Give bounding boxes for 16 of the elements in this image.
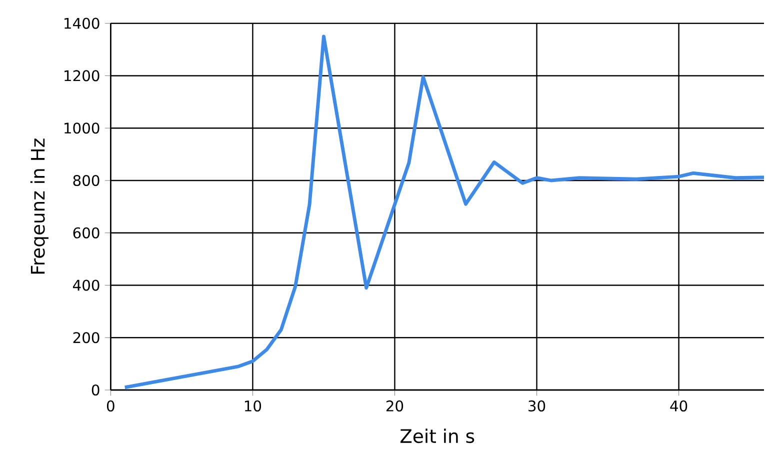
y-tick-label: 1400 [64,18,100,29]
x-tick-label: 30 [528,400,546,412]
x-axis-title: Zeit in s [400,428,474,444]
y-axis-title: Freqeunz in Hz [30,138,48,274]
x-tick-label: 10 [244,400,262,412]
y-tick-label: 0 [92,384,100,396]
y-tick-label: 400 [72,280,100,291]
x-tick-label: 20 [386,400,404,412]
y-tick-label: 200 [73,332,100,344]
x-tick-label: 0 [106,400,114,412]
y-tick-label: 800 [73,174,100,186]
line-series [123,34,764,390]
y-tick-label: 1000 [64,122,100,134]
y-tick-label: 600 [73,227,100,238]
x-tick-label: 40 [670,400,688,412]
y-tick-label: 1200 [64,70,100,82]
